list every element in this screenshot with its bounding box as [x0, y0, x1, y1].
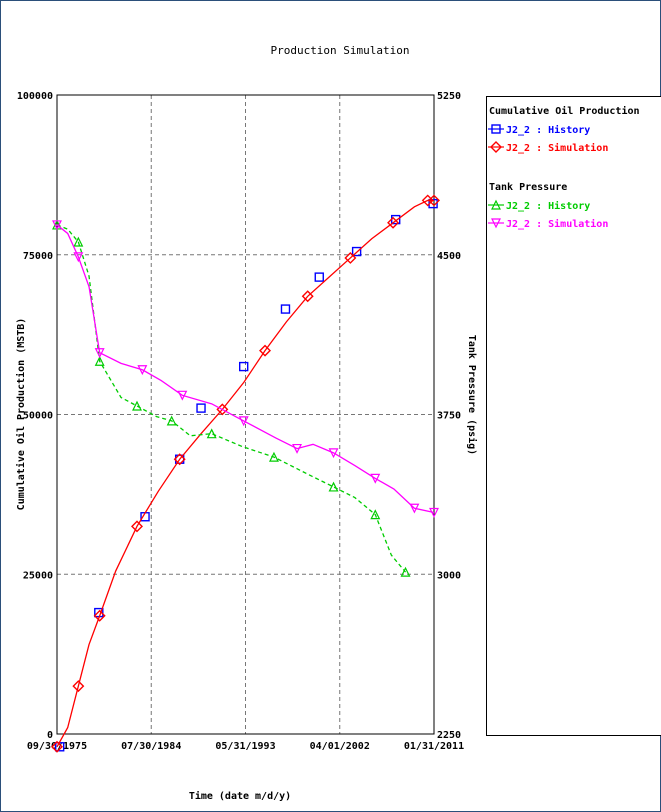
- series-2-point: [387, 216, 400, 229]
- series-4-point: [177, 390, 188, 401]
- plot-frame: [56, 94, 435, 735]
- legend-swatch-marker: [491, 199, 501, 210]
- legend-swatch-marker: [491, 124, 501, 134]
- series-3: [52, 219, 411, 577]
- series-4-point: [94, 348, 105, 359]
- series-4: [52, 220, 439, 518]
- x-axis-label: Time (date m/d/y): [189, 790, 291, 802]
- series-layer: [51, 194, 440, 753]
- series-2-point: [93, 609, 106, 622]
- series-3-point: [166, 415, 177, 426]
- x-tick-label: 04/01/2002: [310, 741, 370, 752]
- right-tick-label: 5250: [437, 91, 461, 102]
- left-axis-ticks: 0 25000 50000 75000 100000: [17, 91, 53, 741]
- series-2-point: [301, 290, 314, 303]
- series-2-point: [173, 453, 186, 466]
- legend-swatch-marker: [490, 141, 502, 153]
- right-tick-label: 3000: [437, 570, 461, 581]
- chart-title: Production Simulation: [270, 44, 409, 57]
- left-tick-label: 0: [47, 730, 53, 741]
- series-3-point: [132, 400, 142, 411]
- series-4-point: [52, 220, 62, 231]
- series-1-point: [239, 361, 249, 372]
- right-tick-label: 3750: [437, 411, 461, 422]
- series-4-point: [238, 416, 249, 427]
- x-tick-label: 07/30/1984: [121, 741, 181, 752]
- right-tick-label: 2250: [437, 730, 461, 741]
- x-axis-ticks: 09/30/1975 07/30/1984 05/31/1993 04/01/2002…: [27, 741, 464, 752]
- series-4-point: [328, 448, 339, 459]
- series-1-point: [174, 454, 185, 464]
- series-3-point: [400, 566, 411, 577]
- legend-entry-label: J2_2 : Simulation: [506, 142, 608, 154]
- legend-entry-label: J2_2 : History: [506, 200, 590, 212]
- series-1-point: [314, 272, 324, 282]
- series-4-point: [409, 503, 420, 514]
- series-4-point: [429, 507, 439, 518]
- series-1-point: [351, 246, 362, 257]
- series-4-point: [73, 252, 84, 263]
- series-1: [54, 198, 438, 752]
- series-3-line: [56, 224, 407, 573]
- right-tick-label: 4500: [437, 251, 461, 262]
- series-3-point: [370, 509, 381, 520]
- series-2: [51, 194, 440, 753]
- left-tick-label: 25000: [23, 570, 53, 581]
- legend-entry-label: J2_2 : History: [506, 124, 590, 136]
- series-2-point: [259, 344, 272, 357]
- right-axis-ticks: 2250 3000 3750 4500 5250: [437, 91, 461, 741]
- legend-swatch-marker: [491, 218, 501, 229]
- series-3-point: [268, 451, 279, 462]
- series-2-point: [131, 520, 143, 533]
- series-3-point: [206, 428, 217, 439]
- series-3-point: [94, 355, 105, 366]
- legend: Cumulative Oil Production J2_2 : History J…: [488, 105, 640, 230]
- grid: [57, 95, 434, 734]
- legend-group-title: Tank Pressure: [489, 182, 567, 193]
- right-axis-label: Tank Pressure (psig): [466, 335, 478, 455]
- series-2-line: [56, 199, 434, 748]
- series-4-point: [370, 473, 381, 484]
- series-3-point: [73, 236, 84, 247]
- series-3-point: [328, 481, 339, 492]
- series-2-point: [344, 251, 357, 264]
- x-tick-label: 01/31/2011: [404, 741, 464, 752]
- left-tick-label: 50000: [23, 411, 53, 422]
- x-tick-label: 05/31/1993: [215, 741, 275, 752]
- series-4-point: [292, 443, 303, 454]
- series-4-point: [137, 365, 148, 376]
- series-2-point: [428, 194, 440, 207]
- left-tick-label: 100000: [17, 91, 53, 102]
- left-tick-label: 75000: [23, 251, 53, 262]
- legend-entry-label: J2_2 : Simulation: [506, 218, 608, 230]
- series-2-point: [72, 680, 85, 693]
- legend-group-title: Cumulative Oil Production: [489, 105, 640, 117]
- left-axis-label: Cumulative Oil Production (MSTB): [15, 318, 27, 511]
- legend-box: [486, 96, 661, 736]
- series-1-point: [280, 304, 291, 314]
- series-2-point: [51, 740, 63, 753]
- series-1-point: [196, 403, 206, 413]
